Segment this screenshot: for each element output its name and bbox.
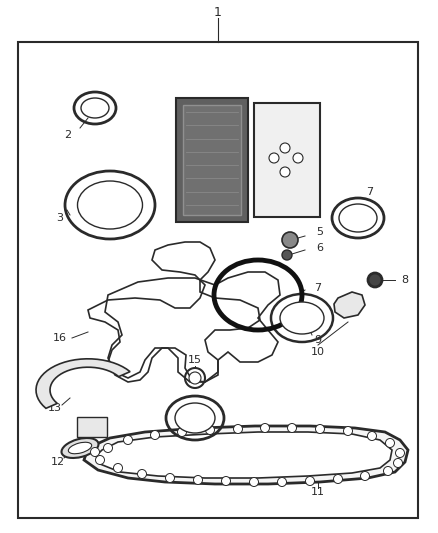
Text: 1: 1: [214, 5, 222, 19]
FancyBboxPatch shape: [77, 417, 107, 437]
Circle shape: [269, 153, 279, 163]
Circle shape: [305, 477, 314, 486]
Circle shape: [367, 432, 377, 440]
Ellipse shape: [61, 438, 99, 458]
Circle shape: [384, 466, 392, 475]
FancyBboxPatch shape: [254, 103, 320, 217]
Circle shape: [138, 470, 146, 479]
Circle shape: [360, 472, 370, 481]
Polygon shape: [96, 432, 392, 478]
Circle shape: [385, 439, 395, 448]
Circle shape: [333, 474, 343, 483]
Text: 13: 13: [48, 403, 62, 413]
Circle shape: [287, 424, 297, 432]
Text: 6: 6: [317, 243, 324, 253]
Circle shape: [280, 143, 290, 153]
Text: 9: 9: [314, 335, 321, 345]
FancyBboxPatch shape: [183, 105, 241, 215]
Circle shape: [250, 478, 258, 487]
Circle shape: [103, 443, 113, 453]
Circle shape: [282, 232, 298, 248]
Circle shape: [166, 473, 174, 482]
Bar: [18, 42, 418, 518]
Text: 16: 16: [53, 333, 67, 343]
Text: 7: 7: [314, 283, 321, 293]
Circle shape: [278, 478, 286, 487]
Ellipse shape: [78, 181, 142, 229]
Circle shape: [343, 426, 353, 435]
Circle shape: [368, 273, 382, 287]
Text: 4: 4: [258, 190, 265, 200]
Circle shape: [124, 435, 133, 445]
Circle shape: [396, 448, 405, 457]
Circle shape: [177, 427, 187, 437]
Circle shape: [189, 372, 201, 384]
Circle shape: [315, 424, 325, 433]
Ellipse shape: [81, 98, 109, 118]
Circle shape: [261, 424, 269, 432]
Circle shape: [222, 477, 230, 486]
Text: 10: 10: [311, 347, 325, 357]
Text: 5: 5: [317, 227, 324, 237]
Circle shape: [393, 458, 403, 467]
FancyBboxPatch shape: [176, 98, 248, 222]
Ellipse shape: [175, 403, 215, 433]
Circle shape: [293, 153, 303, 163]
Circle shape: [205, 425, 215, 434]
Circle shape: [282, 250, 292, 260]
Circle shape: [113, 464, 123, 472]
Text: 14: 14: [188, 440, 202, 450]
Ellipse shape: [339, 204, 377, 232]
Circle shape: [280, 167, 290, 177]
Text: 8: 8: [402, 275, 409, 285]
Polygon shape: [334, 292, 365, 318]
Polygon shape: [84, 426, 408, 484]
Circle shape: [194, 475, 202, 484]
Polygon shape: [36, 359, 130, 408]
Ellipse shape: [68, 442, 92, 454]
Text: 2: 2: [64, 130, 71, 140]
Text: 7: 7: [367, 187, 374, 197]
Text: 11: 11: [311, 487, 325, 497]
Circle shape: [233, 424, 243, 433]
Ellipse shape: [280, 302, 324, 334]
Text: 15: 15: [188, 355, 202, 365]
Text: 3: 3: [57, 213, 64, 223]
Circle shape: [95, 456, 105, 464]
Text: 12: 12: [51, 457, 65, 467]
Circle shape: [151, 431, 159, 440]
Circle shape: [91, 448, 99, 456]
